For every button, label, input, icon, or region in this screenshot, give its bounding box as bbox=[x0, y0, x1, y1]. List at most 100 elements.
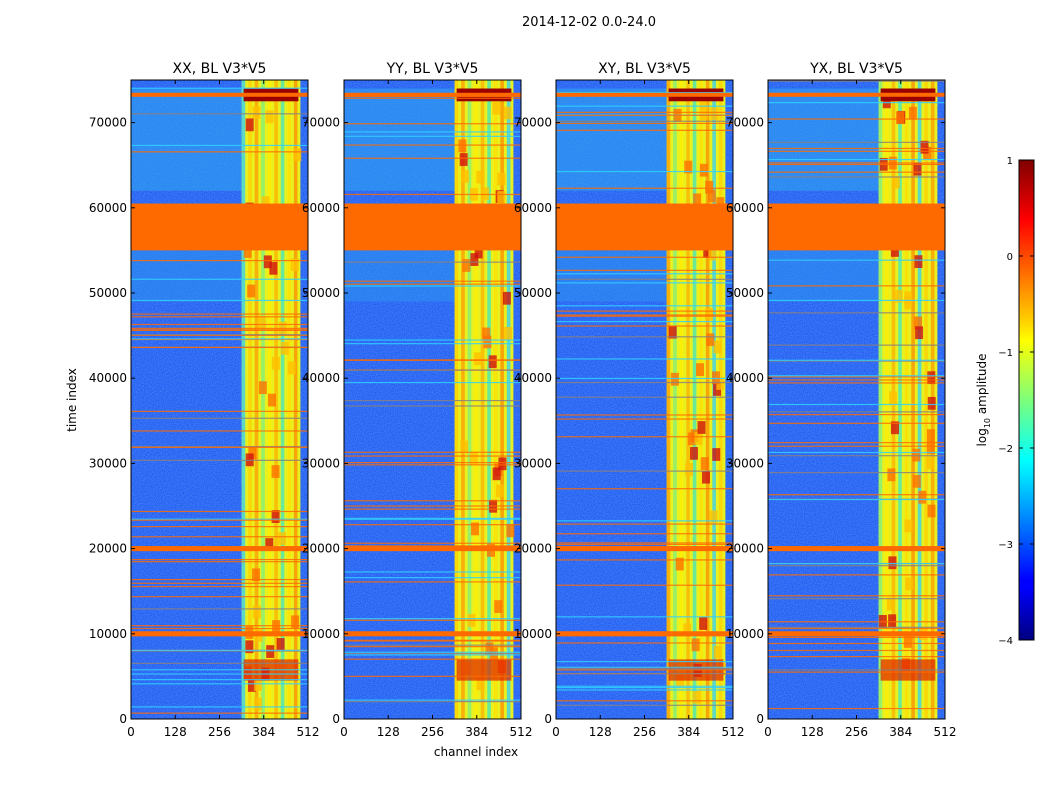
heatmap-stripe bbox=[924, 80, 928, 719]
heatmap-rfi-line bbox=[344, 123, 521, 125]
heatmap-rfi-line bbox=[344, 399, 521, 402]
heatmap-rfi-line bbox=[344, 343, 521, 345]
heatmap-rfi-line bbox=[556, 685, 733, 687]
heatmap-stripe bbox=[878, 80, 883, 719]
heatmap-rfi-line bbox=[768, 565, 945, 567]
heatmap-stripe bbox=[500, 80, 504, 719]
heatmap-flagged-band bbox=[131, 546, 308, 552]
heatmap-rfi-line bbox=[768, 669, 945, 671]
heatmap-patch bbox=[254, 678, 263, 691]
heatmap-patch bbox=[890, 244, 899, 257]
heatmap-rfi-line bbox=[344, 508, 521, 510]
heatmap-bottom-peak bbox=[456, 659, 512, 681]
heatmap-stripe bbox=[480, 80, 485, 719]
x-tick-label: 128 bbox=[801, 725, 824, 739]
heatmap-patch bbox=[497, 191, 506, 204]
heatmap-stripe bbox=[898, 80, 902, 719]
heatmap-patch bbox=[905, 577, 914, 591]
heatmap-patch bbox=[915, 326, 924, 340]
heatmap-rfi-line bbox=[768, 411, 945, 413]
heatmap-rfi-line bbox=[768, 312, 945, 314]
heatmap-stripe bbox=[885, 80, 889, 719]
panel-title: YX, BL V3*V5 bbox=[809, 61, 903, 77]
heatmap-flagged-band bbox=[344, 546, 521, 552]
heatmap-patch bbox=[912, 474, 921, 488]
heatmap-rfi-line bbox=[556, 305, 733, 307]
y-tick-label: 60000 bbox=[89, 201, 127, 215]
heatmap-patch bbox=[271, 510, 280, 523]
heatmap-rfi-line bbox=[344, 144, 521, 146]
heatmap-flagged-band bbox=[768, 203, 945, 251]
heatmap-patch bbox=[252, 605, 261, 619]
heatmap-patch bbox=[470, 253, 479, 266]
heatmap-rfi-line bbox=[344, 97, 521, 99]
heatmap-region bbox=[768, 88, 879, 191]
heatmap-rfi-line bbox=[344, 545, 521, 547]
heatmap-rfi-line bbox=[556, 187, 733, 189]
y-tick-label: 10000 bbox=[89, 627, 127, 641]
heatmap-patch bbox=[699, 163, 708, 177]
heatmap-rfi-line bbox=[556, 336, 733, 338]
heatmap-rfi-line bbox=[131, 327, 308, 329]
y-tick-label: 50000 bbox=[302, 286, 340, 300]
heatmap-rfi-line bbox=[344, 280, 521, 282]
heatmap-flagged-band bbox=[131, 92, 308, 97]
heatmap-patch bbox=[711, 371, 720, 385]
heatmap-patch bbox=[243, 245, 252, 258]
heatmap-rfi-line bbox=[768, 636, 945, 638]
heatmap-stripe bbox=[467, 80, 472, 719]
heatmap-rfi-line bbox=[344, 619, 521, 621]
heatmap-rfi-line bbox=[768, 671, 945, 673]
heatmap-patch bbox=[290, 258, 299, 272]
heatmap-patch bbox=[280, 341, 289, 355]
heatmap-patch bbox=[492, 467, 501, 481]
heatmap-rfi-line bbox=[768, 150, 945, 152]
heatmap-patch bbox=[914, 316, 923, 330]
heatmap-patch bbox=[926, 456, 935, 470]
heatmap-stripe bbox=[679, 80, 684, 719]
heatmap-rfi-line bbox=[556, 91, 733, 94]
heatmap-rfi-line bbox=[768, 376, 945, 378]
heatmap-rfi-line bbox=[768, 574, 945, 576]
y-tick-label: 10000 bbox=[514, 627, 552, 641]
panel-1: YY, BL V3*V5 0 128 256 384 512 0 10000 20000 3000… bbox=[302, 61, 533, 739]
y-tick-label: 70000 bbox=[514, 116, 552, 130]
heatmap-rfi-line bbox=[556, 584, 733, 586]
heatmap-patch bbox=[927, 504, 936, 518]
heatmap-patch bbox=[699, 617, 708, 630]
y-tick-label: 70000 bbox=[726, 116, 764, 130]
heatmap-patch bbox=[694, 431, 703, 445]
heatmap-rfi-line bbox=[131, 625, 308, 627]
heatmap-rfi-line bbox=[768, 285, 945, 287]
heatmap-stripe bbox=[261, 80, 265, 719]
heatmap-rfi-line bbox=[344, 524, 521, 526]
heatmap-patch bbox=[668, 325, 677, 339]
heatmap-patch bbox=[462, 259, 471, 272]
heatmap-rfi-line bbox=[344, 644, 521, 646]
colorbar-gradient bbox=[1018, 159, 1035, 641]
heatmap-rfi-line bbox=[344, 339, 521, 341]
heatmap-patch bbox=[245, 640, 254, 654]
heatmap-rfi-line bbox=[131, 338, 308, 340]
heatmap-patch bbox=[488, 355, 497, 369]
heatmap-patch bbox=[918, 490, 927, 504]
heatmap-patch bbox=[926, 441, 935, 455]
panel-title: XY, BL V3*V5 bbox=[598, 61, 691, 77]
heatmap-patch bbox=[271, 465, 280, 478]
x-tick-label: 0 bbox=[127, 725, 135, 739]
heatmap-patch bbox=[707, 189, 716, 203]
heatmap-flagged-band bbox=[344, 203, 521, 251]
heatmap-rfi-line bbox=[556, 105, 733, 107]
y-tick-label: 60000 bbox=[726, 201, 764, 215]
heatmap-rfi-line bbox=[556, 314, 733, 316]
heatmap-rfi-line bbox=[344, 381, 521, 384]
heatmap-rfi-line bbox=[556, 666, 733, 668]
colorbar: 1 0 −1 −2 −3 −4 log10 amplitude bbox=[975, 156, 1035, 647]
heatmap-rfi-line bbox=[768, 375, 945, 377]
heatmap-stripe bbox=[692, 80, 697, 719]
heatmap-stripe bbox=[293, 80, 298, 719]
heatmap-rfi-line bbox=[768, 707, 945, 710]
heatmap-patch bbox=[506, 524, 515, 538]
heatmap-rfi-line bbox=[556, 310, 733, 312]
